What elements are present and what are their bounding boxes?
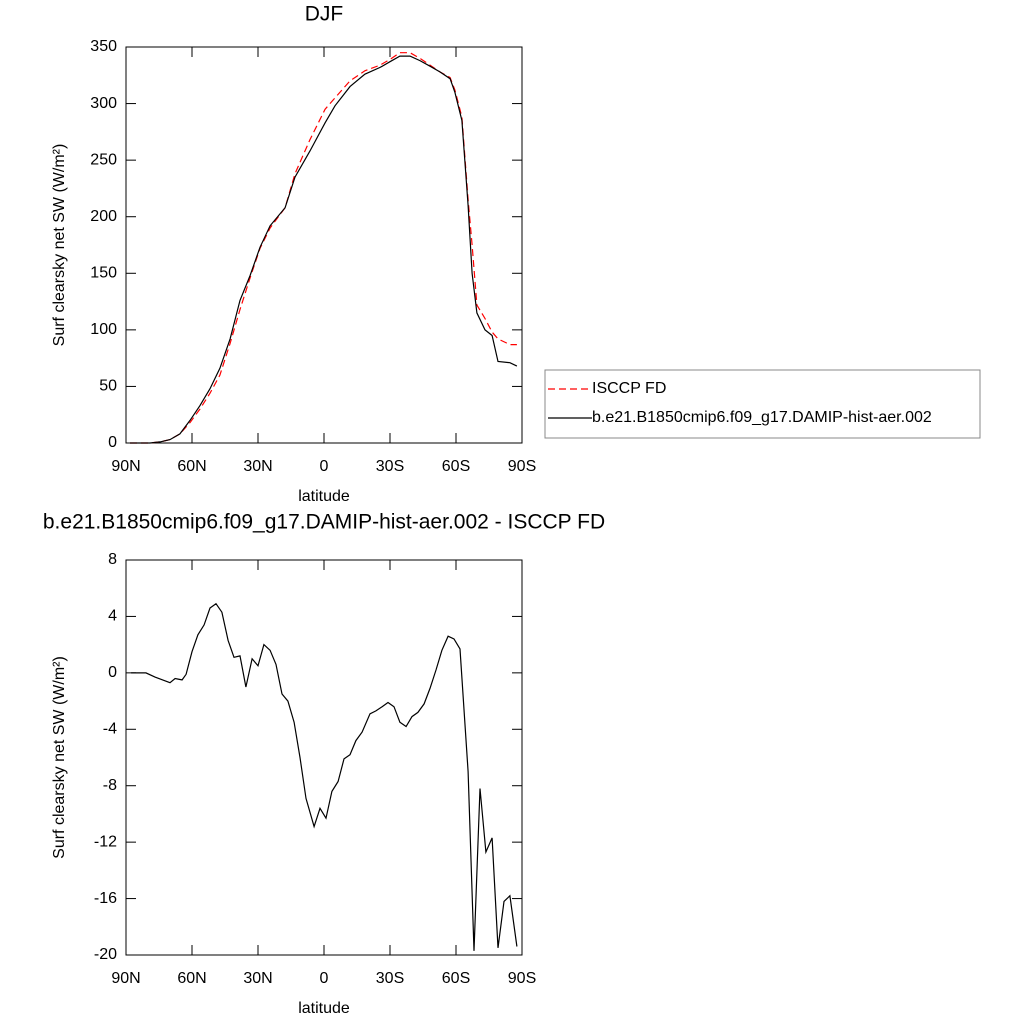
y-tick-label: 350 [90,38,117,55]
y-tick-label: 0 [108,664,117,681]
y-tick-label: -8 [103,777,117,794]
legend-label: b.e21.B1850cmip6.f09_g17.DAMIP-hist-aer.… [592,409,932,426]
x-axis-label: latitude [298,488,350,505]
y-tick-label: 300 [90,95,117,112]
y-axis-label: Surf clearsky net SW (W/m²) [51,656,68,859]
x-tick-label: 30S [376,458,404,475]
data-line [130,52,517,444]
x-axis-label: latitude [298,1000,350,1017]
x-tick-label: 60S [442,970,470,987]
y-tick-label: 0 [108,434,117,451]
y-axis-label: Surf clearsky net SW (W/m²) [51,144,68,347]
y-tick-label: 8 [108,551,117,568]
plot-frame [125,46,523,444]
x-tick-label: 30S [376,970,404,987]
data-line [130,55,518,444]
y-tick-label: 50 [99,378,117,395]
y-tick-label: 100 [90,321,117,338]
y-tick-label: 150 [90,265,117,282]
chart-title: DJF [305,3,344,26]
x-tick-label: 90S [508,458,536,475]
legend-label: ISCCP FD [592,380,666,397]
x-tick-label: 60N [177,970,206,987]
y-tick-label: -16 [94,890,117,907]
x-tick-label: 60N [177,458,206,475]
y-tick-label: -20 [94,946,117,963]
y-tick-label: -4 [103,721,117,738]
legend-box [544,369,981,439]
plot-frame [125,559,523,956]
x-tick-label: 60S [442,458,470,475]
data-line [131,602,518,951]
y-tick-label: 200 [90,208,117,225]
x-tick-label: 0 [320,970,329,987]
x-tick-label: 90N [111,458,140,475]
x-tick-label: 30N [243,970,272,987]
y-tick-label: -12 [94,833,117,850]
x-tick-label: 90N [111,970,140,987]
chart-title: b.e21.B1850cmip6.f09_g17.DAMIP-hist-aer.… [43,511,605,534]
y-tick-label: 250 [90,151,117,168]
x-tick-label: 90S [508,970,536,987]
x-tick-label: 0 [320,458,329,475]
x-tick-label: 30N [243,458,272,475]
y-tick-label: 4 [108,608,117,625]
